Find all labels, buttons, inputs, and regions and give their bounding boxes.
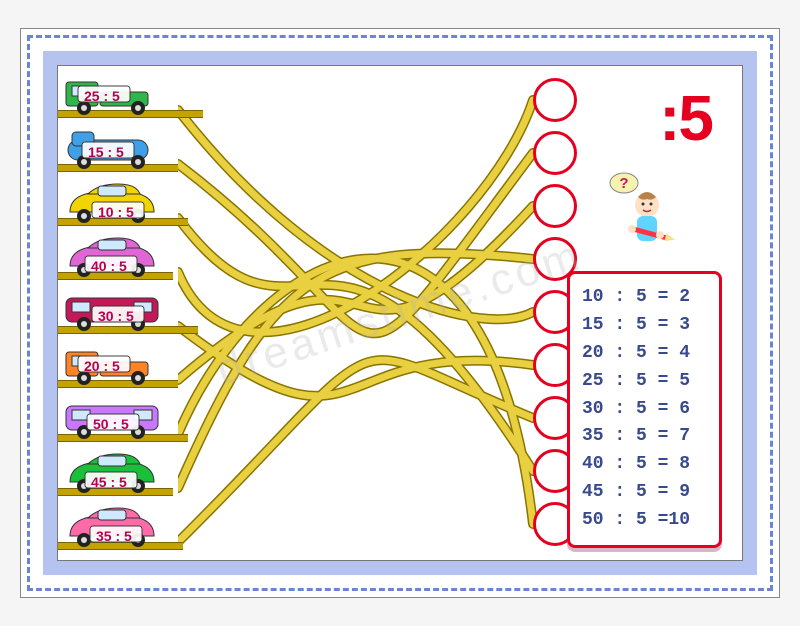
vehicle-5: 20 : 5 — [58, 344, 168, 386]
maze-paths — [178, 66, 548, 561]
divisor-heading: :5 — [659, 81, 712, 155]
vehicle-4: 30 : 5 — [58, 290, 168, 332]
worksheet-page: dreamstime.com 25 : 5 15 : 5 10 : 5 — [20, 28, 780, 598]
vehicle-6: 50 : 5 — [58, 398, 168, 440]
ref-row-3: 25 : 5 = 5 — [582, 368, 707, 396]
vehicle-0: 25 : 5 — [58, 74, 168, 116]
vehicle-label: 10 : 5 — [98, 204, 134, 220]
vehicle-label: 35 : 5 — [96, 528, 132, 544]
content-area: dreamstime.com 25 : 5 15 : 5 10 : 5 — [58, 66, 742, 560]
ref-row-4: 30 : 5 = 6 — [582, 396, 707, 424]
ref-row-1: 15 : 5 = 3 — [582, 312, 707, 340]
ref-row-6: 40 : 5 = 8 — [582, 451, 707, 479]
vehicle-label: 45 : 5 — [91, 474, 127, 490]
vehicle-label: 15 : 5 — [88, 144, 124, 160]
vehicle-label: 50 : 5 — [93, 416, 129, 432]
kid-illustration: ? — [602, 171, 682, 261]
ref-row-8: 50 : 5 =10 — [582, 507, 707, 535]
vehicle-7: 45 : 5 — [58, 452, 168, 494]
vehicle-label: 40 : 5 — [91, 258, 127, 274]
ref-row-7: 45 : 5 = 9 — [582, 479, 707, 507]
ref-row-5: 35 : 5 = 7 — [582, 423, 707, 451]
answer-circle-0[interactable] — [533, 78, 577, 122]
vehicle-label: 25 : 5 — [84, 88, 120, 104]
answer-circle-1[interactable] — [533, 131, 577, 175]
reference-table: 10 : 5 = 215 : 5 = 320 : 5 = 425 : 5 = 5… — [567, 271, 722, 548]
vehicle-8: 35 : 5 — [58, 506, 168, 548]
vehicle-label: 30 : 5 — [98, 308, 134, 324]
ref-row-0: 10 : 5 = 2 — [582, 284, 707, 312]
vehicle-2: 10 : 5 — [58, 182, 168, 224]
vehicle-label: 20 : 5 — [84, 358, 120, 374]
vehicle-3: 40 : 5 — [58, 236, 168, 278]
vehicle-1: 15 : 5 — [58, 128, 168, 170]
question-mark-icon: ? — [619, 175, 628, 192]
ref-row-2: 20 : 5 = 4 — [582, 340, 707, 368]
answer-circle-2[interactable] — [533, 184, 577, 228]
